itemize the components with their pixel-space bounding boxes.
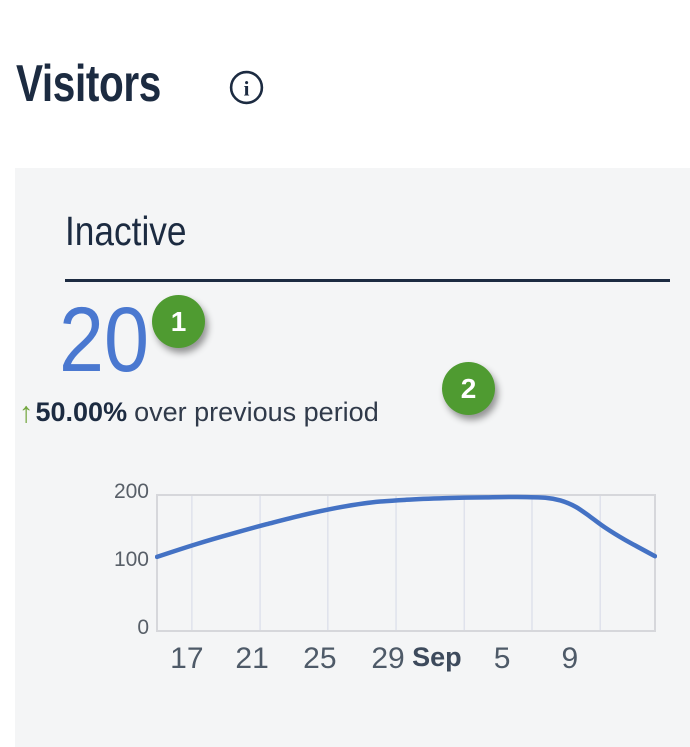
visitors-inactive-card: Inactive 20 ↑ 50.00% over previous perio… xyxy=(15,168,690,747)
x-tick-label: 21 xyxy=(235,642,269,675)
plot-area xyxy=(155,494,657,632)
x-tick-label: 17 xyxy=(170,642,204,675)
kpi-value: 20 xyxy=(59,289,150,391)
trend-up-arrow-icon: ↑ xyxy=(19,397,34,429)
card-title-divider xyxy=(65,279,670,282)
y-tick-label: 0 xyxy=(137,616,149,639)
page-header: Visitors i xyxy=(16,58,265,110)
x-tick-label: Sep xyxy=(412,642,462,672)
y-tick-label: 200 xyxy=(113,480,149,503)
trend-row: ↑ 50.00% over previous period xyxy=(19,396,379,429)
x-tick-label: 29 xyxy=(371,642,405,675)
info-icon[interactable]: i xyxy=(228,69,265,106)
card-title: Inactive xyxy=(65,208,187,254)
svg-text:i: i xyxy=(243,76,249,100)
plot-border xyxy=(156,494,656,632)
series-line-inactive-visitors xyxy=(155,494,657,560)
x-tick-label: 5 xyxy=(493,642,511,675)
trend-text: over previous period xyxy=(134,397,379,427)
annotation-badge-2: 2 xyxy=(442,362,495,415)
trend-chart: 200 100 0 17 21 25 29 Sep 5 9 xyxy=(105,481,675,692)
page-title: Visitors xyxy=(16,55,161,113)
x-tick-label: 25 xyxy=(303,642,337,675)
annotation-badge-1: 1 xyxy=(152,295,205,348)
x-tick-label: 9 xyxy=(561,642,579,675)
trend-percent: 50.00% xyxy=(35,397,128,427)
y-tick-label: 100 xyxy=(113,548,149,571)
